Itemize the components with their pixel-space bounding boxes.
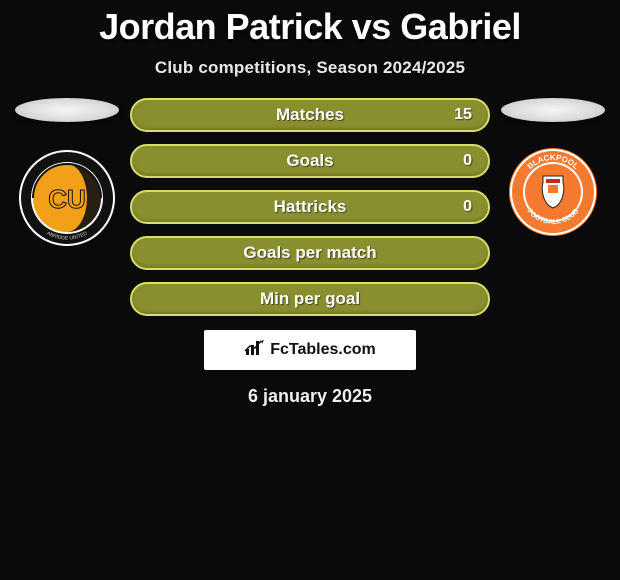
left-side: CU CU ABRIDGE UNITED <box>8 98 126 316</box>
stat-bar-matches: Matches 15 <box>130 98 490 132</box>
stat-value-right: 0 <box>463 152 472 170</box>
stat-label: Matches <box>132 105 488 125</box>
watermark-text: FcTables.com <box>270 341 376 359</box>
main-layout: CU CU ABRIDGE UNITED Matches 15 Goals 0 … <box>0 98 620 316</box>
stat-bar-mpg: Min per goal <box>130 282 490 316</box>
page-title: Jordan Patrick vs Gabriel <box>0 0 620 48</box>
stat-label: Goals per match <box>132 243 488 263</box>
subtitle: Club competitions, Season 2024/2025 <box>0 58 620 78</box>
stat-bar-hattricks: Hattricks 0 <box>130 190 490 224</box>
stat-label: Goals <box>132 151 488 171</box>
date-text: 6 january 2025 <box>0 386 620 407</box>
stat-label: Min per goal <box>132 289 488 309</box>
cambridge-badge-icon: CU CU ABRIDGE UNITED <box>17 148 117 248</box>
stat-value-right: 15 <box>454 106 472 124</box>
club-logo-left: CU CU ABRIDGE UNITED <box>17 148 117 248</box>
watermark: FcTables.com <box>204 330 416 370</box>
svg-text:CU: CU <box>48 184 86 214</box>
right-side: BLACKPOOL FOOTBALL CLUB <box>494 98 612 316</box>
blackpool-badge-icon: BLACKPOOL FOOTBALL CLUB <box>503 148 603 248</box>
stat-bar-goals: Goals 0 <box>130 144 490 178</box>
player-right-avatar <box>501 98 605 122</box>
stats-column: Matches 15 Goals 0 Hattricks 0 Goals per… <box>126 98 494 316</box>
stat-label: Hattricks <box>132 197 488 217</box>
stat-bar-gpm: Goals per match <box>130 236 490 270</box>
chart-icon <box>244 339 266 362</box>
player-left-avatar <box>15 98 119 122</box>
stat-value-right: 0 <box>463 198 472 216</box>
club-logo-right: BLACKPOOL FOOTBALL CLUB <box>503 148 603 248</box>
